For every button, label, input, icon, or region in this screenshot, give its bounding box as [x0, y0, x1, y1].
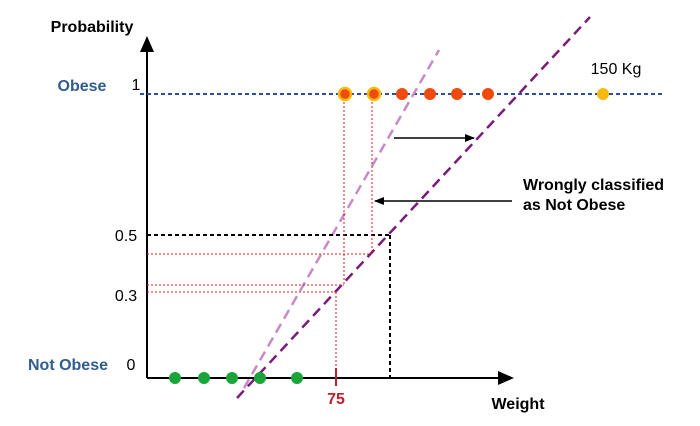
point-obese: [482, 88, 494, 100]
y-tick-0: 0: [127, 357, 136, 374]
not-obese-points: [169, 372, 303, 384]
point-obese: [396, 88, 408, 100]
annotation-wrong-line1: Wrongly classified: [523, 177, 664, 194]
x-marker-label: 75: [327, 391, 345, 408]
y-axis-label: Probability: [51, 19, 134, 36]
point-not-obese: [291, 372, 303, 384]
point-obese-misclassified: [337, 86, 353, 102]
class-label-not-obese: Not Obese: [28, 357, 108, 374]
x-axis-arrowhead: [498, 371, 514, 385]
point-not-obese: [169, 372, 181, 384]
x-axis-label: Weight: [491, 396, 545, 413]
point-obese: [424, 88, 436, 100]
point-obese-misclassified: [366, 86, 382, 102]
point-not-obese: [254, 372, 266, 384]
fit-line-initial: [242, 49, 441, 389]
point-150kg-label: 150 Kg: [591, 61, 642, 78]
point-150kg: [597, 88, 609, 100]
y-tick-1: 1: [132, 77, 141, 94]
projection-guides: [147, 94, 373, 378]
point-not-obese: [198, 372, 210, 384]
y-tick-0.5: 0.5: [115, 228, 137, 245]
obese-points: [337, 86, 609, 102]
class-label-obese: Obese: [58, 78, 107, 95]
fit-line-shifted: [236, 16, 591, 399]
point-obese: [451, 88, 463, 100]
point-not-obese: [226, 372, 238, 384]
annotation-wrong-line2: as Not Obese: [523, 197, 625, 214]
y-tick-0.3: 0.3: [115, 288, 137, 305]
y-axis-arrowhead: [140, 36, 154, 52]
